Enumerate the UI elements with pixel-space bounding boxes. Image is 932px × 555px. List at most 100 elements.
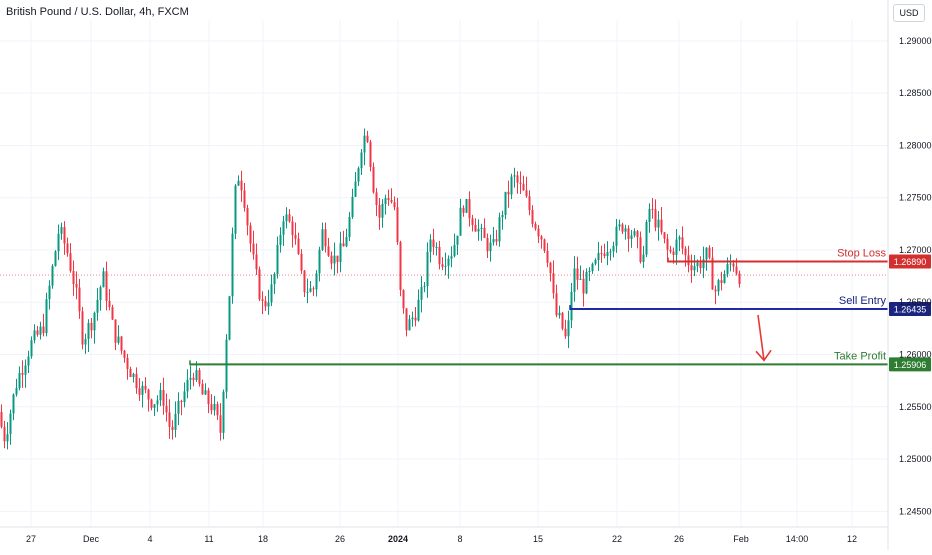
candle-body xyxy=(690,265,693,271)
candle-body xyxy=(108,300,111,308)
x-tick-label: Dec xyxy=(83,534,100,544)
candle-body xyxy=(519,182,522,184)
take-profit-price-tag xyxy=(889,357,931,372)
candle-body xyxy=(573,268,576,292)
candle-body xyxy=(75,284,78,288)
sell-entry-label: Sell Entry xyxy=(839,295,887,307)
candle-body xyxy=(264,300,267,307)
candle-body xyxy=(111,307,114,320)
candle-body xyxy=(168,412,171,427)
candle-body xyxy=(231,233,234,297)
price-axis[interactable]: 1.29000 1.28500 1.28000 1.27500 1.27000 1.265… xyxy=(887,0,932,550)
candle-body xyxy=(534,223,537,229)
x-tick-label: 26 xyxy=(674,534,684,544)
candle-body xyxy=(60,227,63,234)
y-tick-label: 1.28500 xyxy=(899,88,932,98)
trade-levels[interactable]: Stop Loss 1.26890 Sell Entry 1.26435 Take Pr… xyxy=(189,247,931,372)
candle-body xyxy=(180,400,183,403)
candle-body xyxy=(444,265,447,267)
candle-body xyxy=(294,235,297,239)
candle-body xyxy=(324,229,327,247)
candle-body xyxy=(255,254,258,270)
candle-body xyxy=(0,412,3,427)
candle-body xyxy=(81,311,84,345)
candle-body xyxy=(660,219,663,233)
candle-body xyxy=(558,312,561,316)
candle-body xyxy=(633,231,636,236)
candle-body xyxy=(15,388,18,395)
candle-body xyxy=(291,221,294,236)
candle-body xyxy=(576,268,579,280)
candle-body xyxy=(141,385,144,395)
candle-body xyxy=(615,226,618,246)
candles[interactable] xyxy=(0,128,888,450)
candle-body xyxy=(261,299,264,301)
candle-body xyxy=(471,218,474,226)
time-axis[interactable]: 27 Dec 4 11 18 26 2024 8 15 22 26 Feb 14:00 12 xyxy=(0,526,888,544)
candle-body xyxy=(738,273,741,284)
candle-body xyxy=(192,377,195,380)
candle-body xyxy=(309,288,312,292)
candle-body xyxy=(84,338,87,345)
candle-body xyxy=(351,196,354,217)
x-tick-label: 2024 xyxy=(388,534,408,544)
candle-body xyxy=(186,379,189,392)
candle-body xyxy=(651,208,654,210)
candle-body xyxy=(33,330,36,341)
candle-body xyxy=(45,299,48,334)
candle-body xyxy=(387,198,390,201)
candle-body xyxy=(681,237,684,249)
candle-body xyxy=(165,405,168,413)
candle-body xyxy=(531,210,534,224)
candle-body xyxy=(234,185,237,234)
candle-body xyxy=(372,166,375,193)
candle-body xyxy=(504,191,507,215)
y-tick-label: 1.26000 xyxy=(899,350,932,360)
candle-body xyxy=(195,370,198,380)
candle-body xyxy=(675,239,678,255)
candle-body xyxy=(516,175,519,183)
candle-body xyxy=(645,222,648,255)
candle-body xyxy=(267,302,270,307)
candle-body xyxy=(375,192,378,206)
candle-body xyxy=(117,336,120,343)
candle-body xyxy=(240,180,243,191)
candle-body xyxy=(153,404,156,408)
candle-body xyxy=(636,231,639,238)
candle-body xyxy=(69,253,72,271)
candle-body xyxy=(219,415,222,433)
candle-body xyxy=(729,263,732,265)
candle-body xyxy=(99,287,102,300)
candle-body xyxy=(201,383,204,395)
candle-body xyxy=(609,251,612,253)
symbol-title: British Pound / U.S. Dollar, 4h, FXCM xyxy=(6,6,189,18)
candle-body xyxy=(147,389,150,400)
candle-body xyxy=(66,243,69,254)
currency-button[interactable]: USD xyxy=(893,4,925,22)
candle-body xyxy=(345,237,348,247)
x-tick-label: 11 xyxy=(204,534,213,544)
y-tick-label: 1.29000 xyxy=(899,36,932,46)
candle-body xyxy=(591,263,594,271)
y-tick-label: 1.28000 xyxy=(899,140,932,150)
candle-body xyxy=(21,372,24,375)
candle-body xyxy=(90,322,93,331)
candle-body xyxy=(54,251,57,266)
candle-body xyxy=(300,253,303,271)
candle-body xyxy=(120,336,123,351)
candle-body xyxy=(384,198,387,204)
y-tick-label: 1.27000 xyxy=(899,245,932,255)
candle-body xyxy=(420,286,423,300)
candle-body xyxy=(282,221,285,235)
candle-body xyxy=(303,270,306,293)
candle-body xyxy=(393,202,396,208)
candle-body xyxy=(207,390,210,405)
candle-body xyxy=(540,236,543,240)
candle-body xyxy=(657,219,660,228)
candle-body xyxy=(342,243,345,247)
candle-body xyxy=(654,209,657,228)
candle-body xyxy=(135,373,138,389)
candle-body xyxy=(648,208,651,223)
